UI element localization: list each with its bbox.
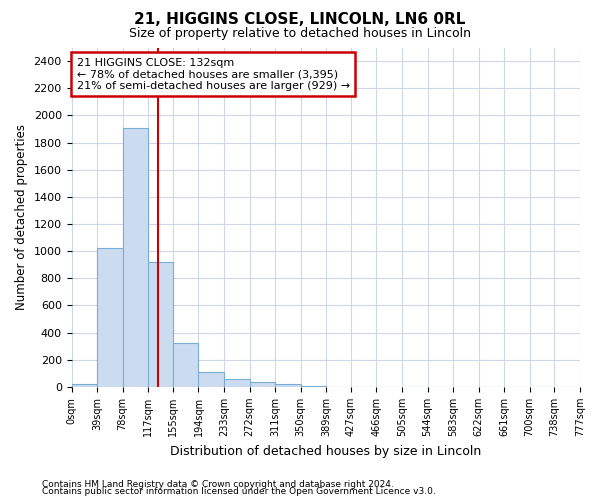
Bar (301, 386, 326, 387)
Text: Contains HM Land Registry data © Crown copyright and database right 2024.: Contains HM Land Registry data © Crown c… (42, 480, 394, 489)
X-axis label: Distribution of detached houses by size in Lincoln: Distribution of detached houses by size … (170, 444, 481, 458)
Bar (224, 380, 250, 387)
Bar (173, 344, 199, 387)
Bar (122, 128, 148, 387)
Bar (199, 372, 224, 387)
Text: 21 HIGGINS CLOSE: 132sqm
← 78% of detached houses are smaller (3,395)
21% of sem: 21 HIGGINS CLOSE: 132sqm ← 78% of detach… (77, 58, 350, 91)
Text: Size of property relative to detached houses in Lincoln: Size of property relative to detached ho… (129, 28, 471, 40)
Bar (97, 248, 122, 387)
Bar (71, 384, 97, 387)
Bar (250, 382, 275, 387)
Bar (148, 262, 173, 387)
Text: 21, HIGGINS CLOSE, LINCOLN, LN6 0RL: 21, HIGGINS CLOSE, LINCOLN, LN6 0RL (134, 12, 466, 28)
Y-axis label: Number of detached properties: Number of detached properties (15, 124, 28, 310)
Text: Contains public sector information licensed under the Open Government Licence v3: Contains public sector information licen… (42, 488, 436, 496)
Bar (275, 384, 301, 387)
